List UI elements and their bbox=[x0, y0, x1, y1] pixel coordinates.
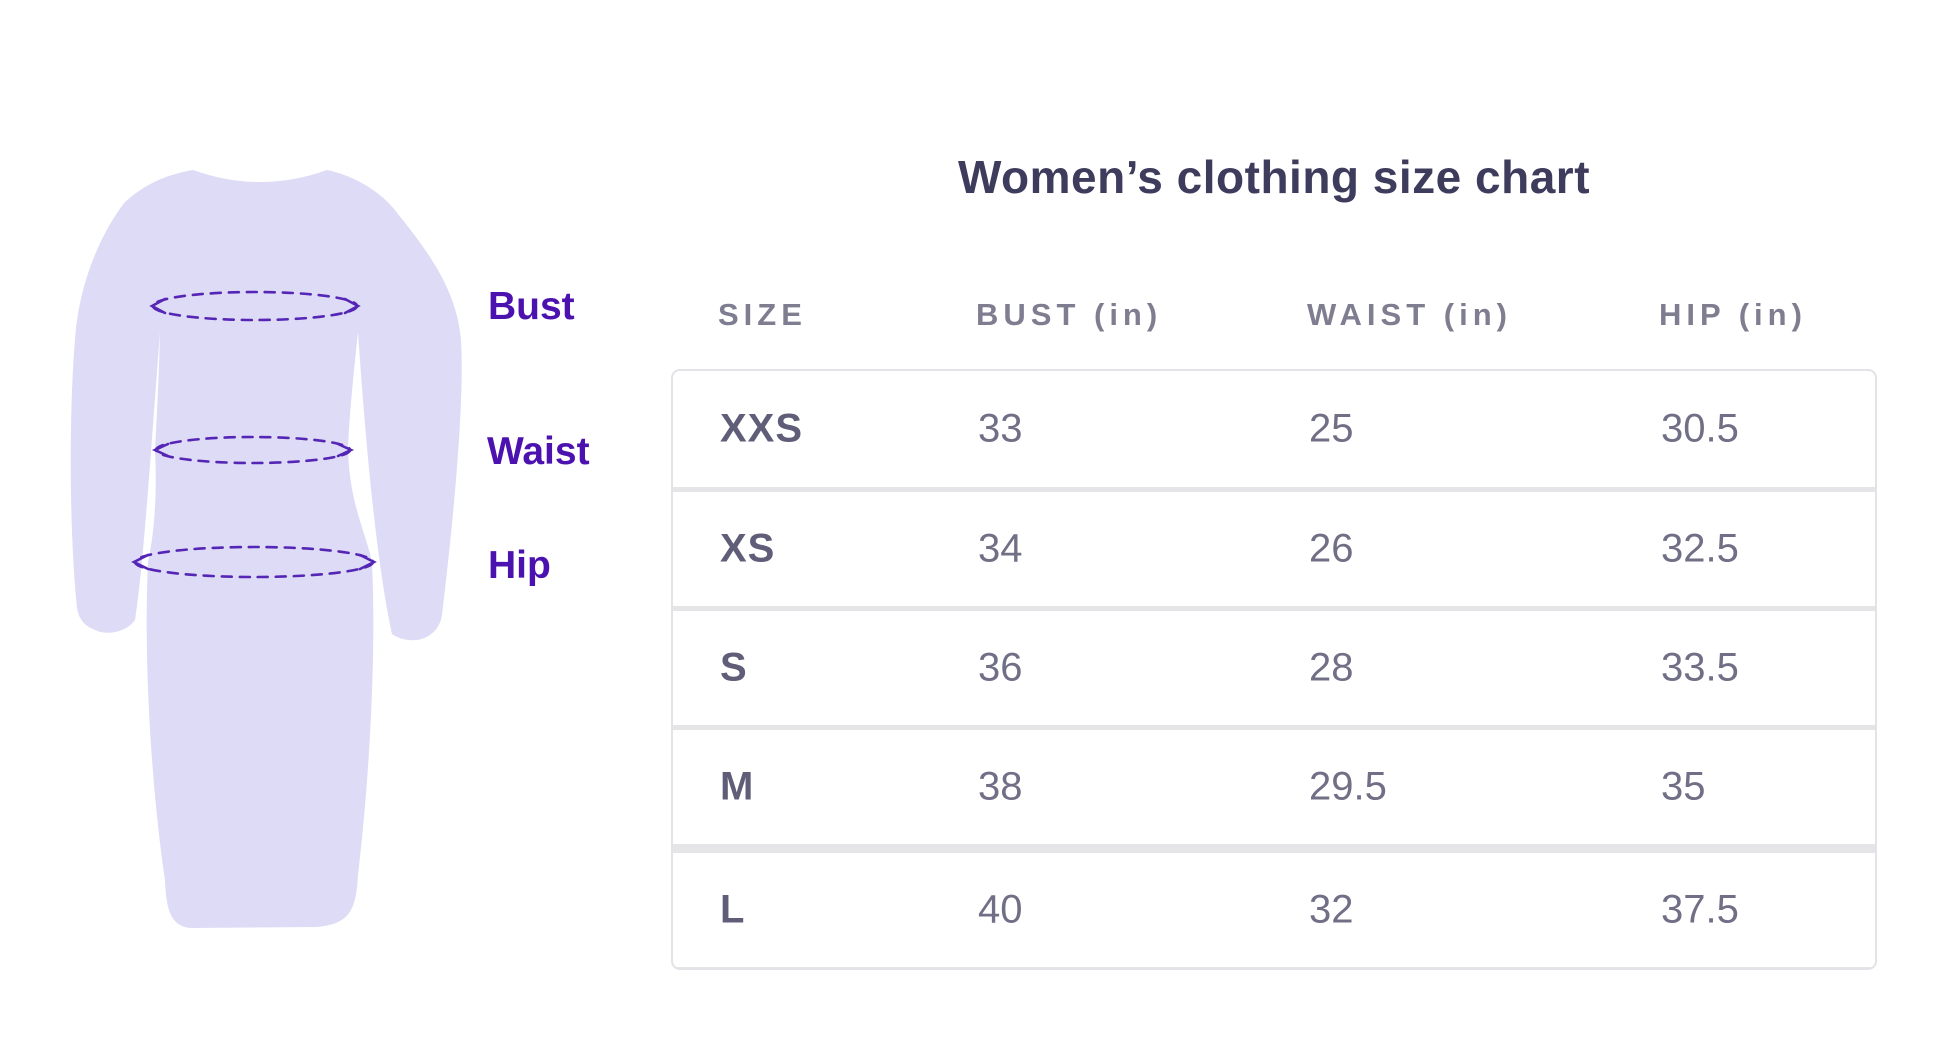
bust-arrow-left-icon bbox=[149, 297, 167, 315]
table-row: M 38 29.5 35 bbox=[673, 730, 1875, 844]
bust-cell: 34 bbox=[978, 526, 1023, 571]
waist-cell: 28 bbox=[1309, 645, 1354, 690]
hip-measure-line bbox=[131, 545, 377, 579]
bust-label: Bust bbox=[488, 285, 575, 328]
waist-cell: 29.5 bbox=[1309, 764, 1387, 809]
table-row: XS 34 26 32.5 bbox=[673, 492, 1875, 606]
table-row: L 40 32 37.5 bbox=[673, 853, 1875, 967]
waist-cell: 32 bbox=[1309, 887, 1354, 932]
size-cell: XXS bbox=[720, 406, 804, 451]
hip-cell: 32.5 bbox=[1661, 526, 1739, 571]
column-header-waist: WAIST (in) bbox=[1307, 297, 1512, 332]
page-title: Women’s clothing size chart bbox=[957, 151, 1591, 203]
hip-cell: 33.5 bbox=[1661, 645, 1739, 690]
waist-arrow-left-icon bbox=[151, 442, 170, 458]
hip-arrow-right-icon bbox=[358, 553, 377, 571]
waist-cell: 25 bbox=[1309, 406, 1354, 451]
size-cell: M bbox=[720, 764, 755, 809]
column-header-size: SIZE bbox=[718, 297, 807, 332]
hip-arrow-left-icon bbox=[131, 553, 150, 571]
hip-cell: 37.5 bbox=[1661, 887, 1739, 932]
bust-cell: 38 bbox=[978, 764, 1023, 809]
dress-silhouette bbox=[70, 170, 462, 928]
waist-measure-line bbox=[151, 435, 355, 465]
column-header-hip: HIP (in) bbox=[1659, 297, 1807, 332]
bust-cell: 40 bbox=[978, 887, 1023, 932]
size-cell: XS bbox=[720, 526, 776, 571]
bust-cell: 33 bbox=[978, 406, 1023, 451]
waist-label: Waist bbox=[487, 430, 590, 473]
bust-measure-line bbox=[149, 290, 361, 322]
table-row: XXS 33 25 30.5 bbox=[673, 371, 1875, 487]
dress-illustration bbox=[70, 170, 462, 928]
table-row: S 36 28 33.5 bbox=[673, 611, 1875, 725]
size-table: XXS 33 25 30.5 XS 34 26 32.5 S 36 28 33.… bbox=[671, 369, 1877, 970]
table-header-row: SIZE BUST (in) WAIST (in) HIP (in) bbox=[671, 296, 1877, 334]
waist-arrow-right-icon bbox=[336, 442, 355, 458]
bust-arrow-right-icon bbox=[343, 297, 361, 315]
hip-cell: 30.5 bbox=[1661, 406, 1739, 451]
hip-cell: 35 bbox=[1661, 764, 1706, 809]
bust-cell: 36 bbox=[978, 645, 1023, 690]
hip-label: Hip bbox=[488, 544, 551, 587]
size-cell: L bbox=[720, 887, 746, 932]
size-cell: S bbox=[720, 645, 748, 690]
waist-cell: 26 bbox=[1309, 526, 1354, 571]
column-header-bust: BUST (in) bbox=[976, 297, 1163, 332]
